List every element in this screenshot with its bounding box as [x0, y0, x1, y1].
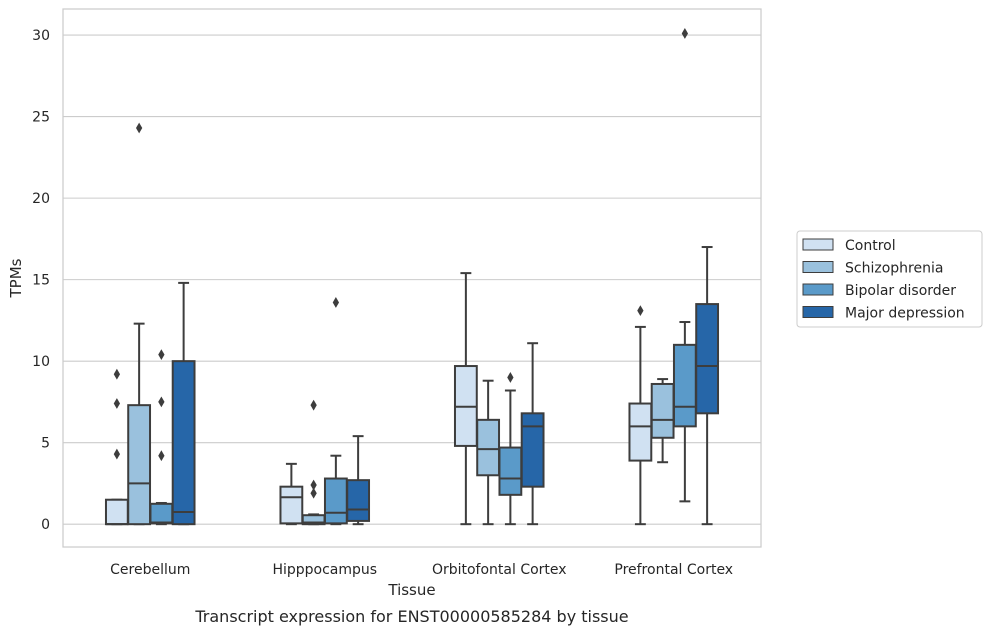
- box: [171, 360, 196, 526]
- y-tick-labels: 0 5 10 15 20 25 30: [32, 28, 50, 533]
- box: [104, 498, 129, 526]
- outlier-point: [310, 399, 317, 411]
- box: [279, 485, 304, 525]
- box-group: [650, 378, 675, 464]
- box-group: [628, 305, 653, 526]
- y-axis-title: TPMs: [7, 258, 25, 298]
- legend-label: Control: [845, 238, 896, 254]
- box: [346, 479, 371, 522]
- legend-label: Schizophrenia: [845, 261, 943, 277]
- box: [520, 412, 545, 488]
- legend-swatch: [802, 306, 834, 318]
- y-tick-label: 30: [32, 28, 50, 44]
- box: [498, 446, 523, 496]
- outlier-point: [507, 372, 514, 383]
- box: [628, 402, 653, 462]
- legend-swatch: [802, 238, 834, 251]
- box-group: [171, 281, 196, 526]
- outlier-point: [310, 479, 317, 491]
- outlier-point: [158, 396, 165, 408]
- x-axis-title: Tissue: [387, 581, 435, 599]
- outlier-point: [158, 349, 165, 361]
- box: [127, 404, 152, 526]
- box: [476, 418, 501, 477]
- x-tick-labels: Cerebellum Hipppocampus Orbitofontal Corte…: [110, 562, 733, 578]
- gridlines: [63, 34, 761, 525]
- legend-label: Bipolar disorder: [845, 283, 956, 299]
- outlier-point: [310, 487, 317, 499]
- y-tick-label: 0: [41, 517, 50, 533]
- x-tick-label: Cerebellum: [110, 562, 190, 578]
- box-group: [520, 342, 545, 526]
- x-tick-label: Orbitofontal Cortex: [432, 562, 567, 578]
- box-group: [453, 272, 478, 526]
- legend-swatch: [802, 261, 834, 273]
- chart-caption: Transcript expression for ENST0000058528…: [194, 607, 628, 626]
- box-group: [346, 435, 371, 526]
- box-series: [104, 28, 720, 526]
- box-group: [695, 246, 720, 526]
- box-group: [498, 372, 523, 526]
- y-tick-label: 15: [32, 273, 50, 289]
- box-group: [149, 349, 174, 526]
- box: [672, 343, 697, 428]
- legend-label: Major depression: [845, 306, 965, 322]
- outlier-point: [681, 28, 689, 39]
- box: [149, 502, 174, 525]
- x-tick-label: Prefrontal Cortex: [614, 562, 733, 578]
- y-tick-label: 10: [32, 354, 50, 370]
- box-group: [476, 379, 501, 526]
- outlier-point: [113, 398, 121, 409]
- y-tick-label: 20: [32, 191, 50, 207]
- outlier-point: [113, 448, 121, 460]
- box: [323, 477, 348, 525]
- box-group: [127, 122, 152, 526]
- box-group: [104, 368, 129, 526]
- legend-swatch: [802, 283, 834, 296]
- outlier-point: [113, 368, 121, 380]
- plot-frame: [62, 8, 762, 548]
- y-tick-label: 25: [32, 110, 50, 126]
- x-tick-label: Hipppocampus: [272, 562, 377, 578]
- box-group: [279, 462, 304, 526]
- legend-frame: [796, 230, 983, 328]
- outlier-point: [135, 122, 143, 134]
- outlier-point: [158, 450, 165, 462]
- box-group: [301, 399, 326, 526]
- outlier-point: [637, 305, 644, 317]
- box-group: [323, 297, 348, 526]
- outlier-point: [332, 297, 340, 308]
- box: [695, 303, 720, 415]
- legend: Control Schizophrenia Bipolar disorder Majo…: [796, 230, 983, 328]
- y-tick-label: 5: [41, 436, 50, 452]
- box: [650, 382, 675, 439]
- box-group: [672, 28, 697, 503]
